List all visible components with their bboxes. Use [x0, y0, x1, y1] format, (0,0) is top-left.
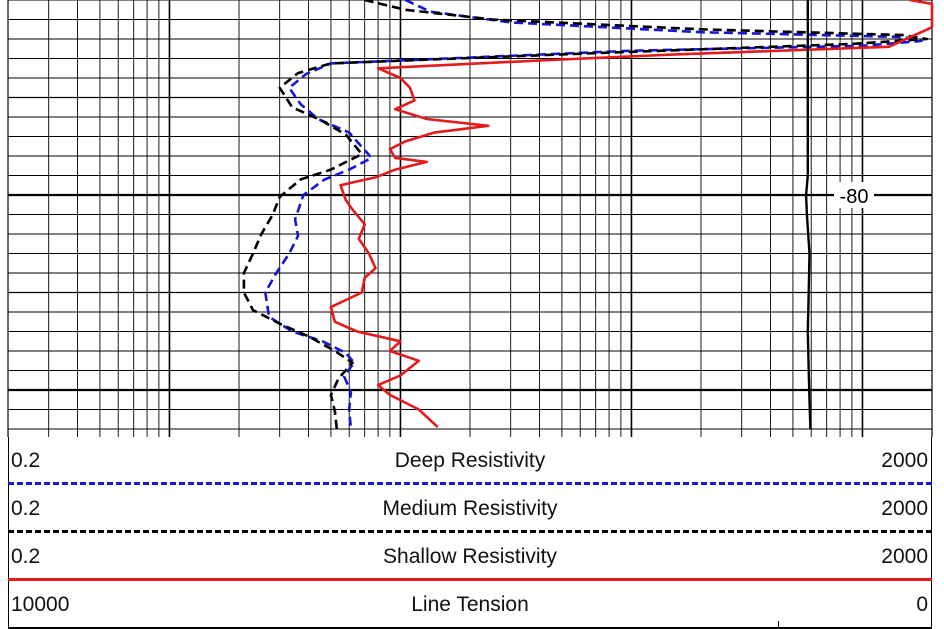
series-deep-resistivity: [264, 0, 923, 430]
medium-max: 2000: [881, 497, 928, 520]
medium-min: 0.2: [11, 497, 41, 520]
medium-label: Medium Resistivity: [382, 497, 558, 520]
shallow-min: 0.2: [11, 545, 41, 568]
shallow-line-sample: [8, 578, 932, 581]
legend-row-tension: 10000 Line Tension 0: [8, 581, 932, 629]
deep-max: 2000: [881, 449, 928, 472]
curve-legend: 0.2 Deep Resistivity 2000 0.2 Medium Res…: [0, 437, 944, 629]
series-layer: [242, 0, 934, 430]
tension-label: Line Tension: [411, 593, 529, 616]
deep-min: 0.2: [11, 449, 41, 472]
deep-line-sample: [8, 482, 932, 485]
resistivity-log-plot: -80: [7, 0, 934, 437]
medium-line-sample: [8, 530, 932, 533]
legend-row-shallow: 0.2 Shallow Resistivity 2000: [8, 533, 932, 581]
major-grid: [7, 0, 933, 437]
legend-row-medium: 0.2 Medium Resistivity 2000: [8, 485, 932, 533]
minor-grid: [7, 0, 933, 437]
depth-label: -80: [840, 186, 869, 208]
legend-tick: [778, 621, 779, 629]
tension-min: 10000: [11, 593, 70, 616]
shallow-max: 2000: [881, 545, 928, 568]
deep-label: Deep Resistivity: [394, 449, 546, 472]
series-line-tension: [804, 0, 812, 430]
tension-line-sample: [8, 627, 932, 629]
depth-label-box: -80: [834, 182, 874, 208]
series-shallow-resistivity: [329, 0, 934, 429]
series-medium-resistivity: [242, 0, 929, 430]
shallow-label: Shallow Resistivity: [383, 545, 557, 568]
tension-max: 0: [916, 593, 928, 616]
legend-row-deep: 0.2 Deep Resistivity 2000: [8, 437, 932, 485]
